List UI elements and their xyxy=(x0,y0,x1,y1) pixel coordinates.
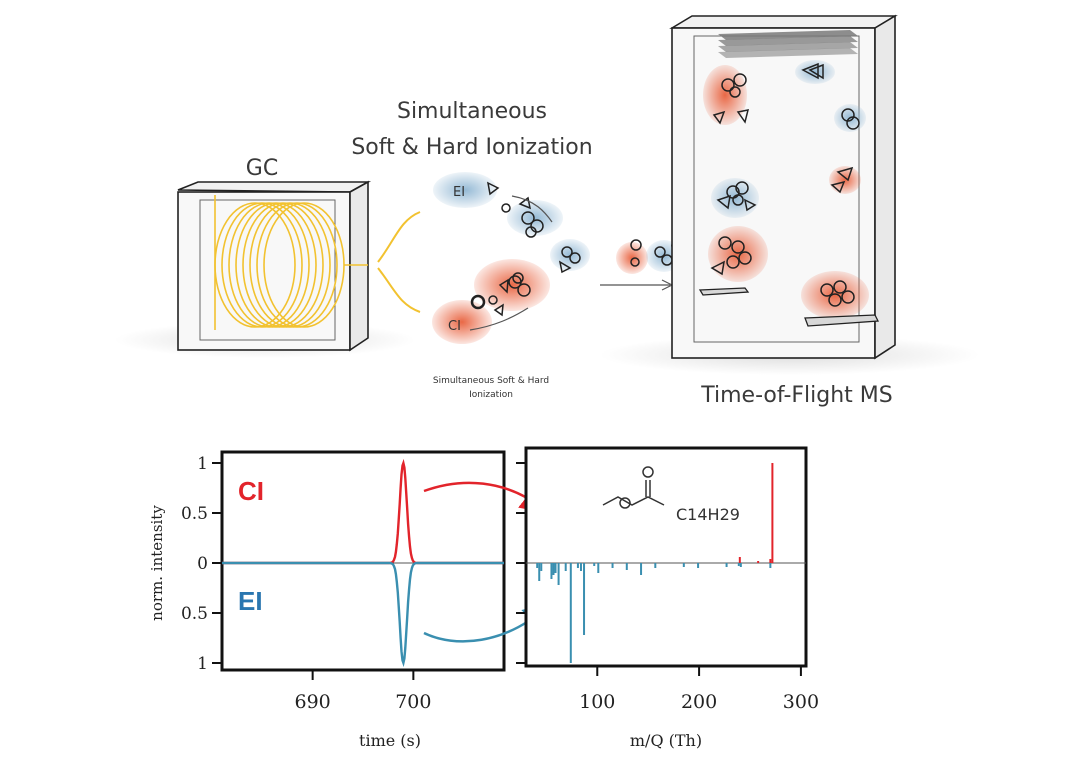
y-tick-label: 0.5 xyxy=(181,504,208,524)
ionization-caption-line2: Ionization xyxy=(469,390,513,400)
ionization-clouds xyxy=(432,172,590,344)
ionization-title-line2: Soft & Hard Ionization xyxy=(351,135,592,160)
ci-series-label: CI xyxy=(238,476,264,506)
x-tick-label: 200 xyxy=(681,691,717,713)
spectrum-x-axis: 100 200 300 m/Q (Th) xyxy=(579,666,819,750)
tof-ms xyxy=(600,14,980,375)
spectrum-panel: C14H29 xyxy=(516,446,808,668)
ei-trace xyxy=(222,561,504,668)
x-axis-label: time (s) xyxy=(359,731,421,750)
x-tick-label: 690 xyxy=(295,691,331,713)
spectrum-bars xyxy=(536,463,774,663)
y-tick-label: 1 xyxy=(197,654,208,674)
ei-cloud-label: EI xyxy=(453,185,465,200)
gc-oven xyxy=(115,180,421,358)
gc-coil xyxy=(214,195,368,330)
tof-label: Time-of-Flight MS xyxy=(700,383,892,408)
x-tick-label: 100 xyxy=(579,691,615,713)
x-tick-label: 700 xyxy=(395,691,431,713)
y-tick-label: 0.5 xyxy=(181,604,208,624)
ionization-caption-line1: Simultaneous Soft & Hard xyxy=(433,376,549,386)
ci-cloud-label: CI xyxy=(448,319,461,334)
ion-beam xyxy=(600,239,684,291)
x-tick-label: 300 xyxy=(783,691,819,713)
y-axis-label: norm. intensity xyxy=(148,505,166,621)
molecule-structure xyxy=(602,466,665,509)
chromatogram-y-axis: 1 0.5 0 0.5 1 norm. intensity xyxy=(148,454,222,674)
detector-plates xyxy=(718,30,858,58)
ionization-title-line1: Simultaneous xyxy=(397,99,547,124)
ei-series-label: EI xyxy=(238,586,263,616)
y-tick-label: 0 xyxy=(197,554,208,574)
gc-label: GC xyxy=(246,156,278,181)
chromatogram-panel xyxy=(220,450,552,672)
y-tick-label: 1 xyxy=(197,454,208,474)
chromatogram-x-axis: 690 700 time (s) xyxy=(295,670,431,750)
x-axis-label: m/Q (Th) xyxy=(630,731,702,750)
structure-label: C14H29 xyxy=(676,505,740,524)
